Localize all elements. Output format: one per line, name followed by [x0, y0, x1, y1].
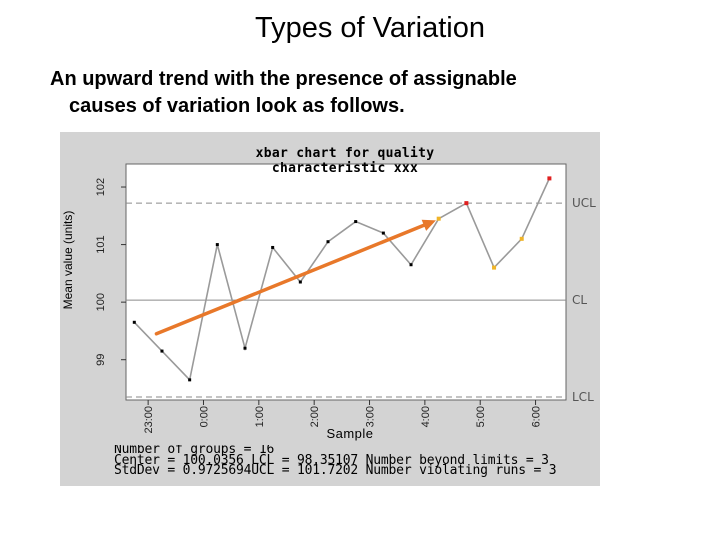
bullet-line-2: causes of variation look as follows.: [69, 95, 405, 117]
data-point: [354, 220, 358, 224]
x-tick-label: 4:00: [420, 406, 432, 427]
x-tick-label: 0:00: [198, 406, 210, 427]
x-tick-label: 3:00: [365, 406, 377, 427]
y-tick-label: 101: [95, 235, 107, 253]
x-tick-label: 6:00: [531, 406, 543, 427]
data-point: [132, 320, 136, 324]
y-tick-label: 100: [95, 293, 107, 311]
data-point: [492, 265, 497, 270]
lcl-label: LCL: [572, 390, 594, 404]
bullet-text: An upward trend with the presence of ass…: [50, 66, 650, 120]
data-point: [188, 378, 192, 382]
stats-line: Center = 100.0356 LCL = 98.35107 Number …: [114, 452, 549, 468]
bullet-line-1: An upward trend with the presence of ass…: [50, 68, 517, 90]
x-tick-label: 5:00: [475, 406, 487, 427]
data-point: [215, 243, 219, 247]
slide-title: Types of Variation: [255, 12, 485, 44]
data-point: [436, 216, 441, 221]
chart-title: xbar chart for quality characteristic xx…: [255, 146, 435, 176]
data-point: [160, 349, 164, 353]
y-axis-title: Mean value (units): [61, 210, 75, 310]
chart-stats: Number of groups = 16 Center = 100.0356 …: [114, 445, 604, 477]
xbar-chart: UCL CL LCL 99 100 101 102 23:00 0:00 1:00 2:00 3:00…: [60, 132, 600, 486]
data-point: [326, 240, 330, 244]
trend-arrow-shaft: [154, 223, 426, 336]
stats-line: StdDev = 0.9725694UCL = 101.7202 Number …: [114, 463, 557, 477]
cl-label: CL: [572, 293, 587, 307]
series-line: [133, 178, 551, 382]
data-point: [271, 245, 275, 249]
data-point: [464, 201, 469, 206]
data-point: [547, 176, 552, 181]
x-tick-label: 1:00: [254, 406, 266, 427]
y-tick-label: 102: [95, 178, 107, 196]
chart-canvas: UCL CL LCL 99 100 101 102 23:00 0:00 1:00 2:00 3:00…: [95, 163, 596, 434]
data-point: [381, 231, 385, 235]
x-tick-label: 2:00: [309, 406, 321, 427]
data-point: [519, 236, 524, 241]
data-point: [409, 263, 413, 267]
data-point: [243, 346, 247, 350]
x-tick-label: 23:00: [143, 406, 155, 434]
stats-line: Number of groups = 16: [114, 445, 275, 457]
trend-arrow-head: [421, 219, 436, 231]
y-tick-label: 99: [95, 354, 107, 366]
data-point: [298, 280, 302, 284]
x-axis-title: Sample: [326, 426, 374, 441]
ucl-label: UCL: [572, 196, 596, 210]
